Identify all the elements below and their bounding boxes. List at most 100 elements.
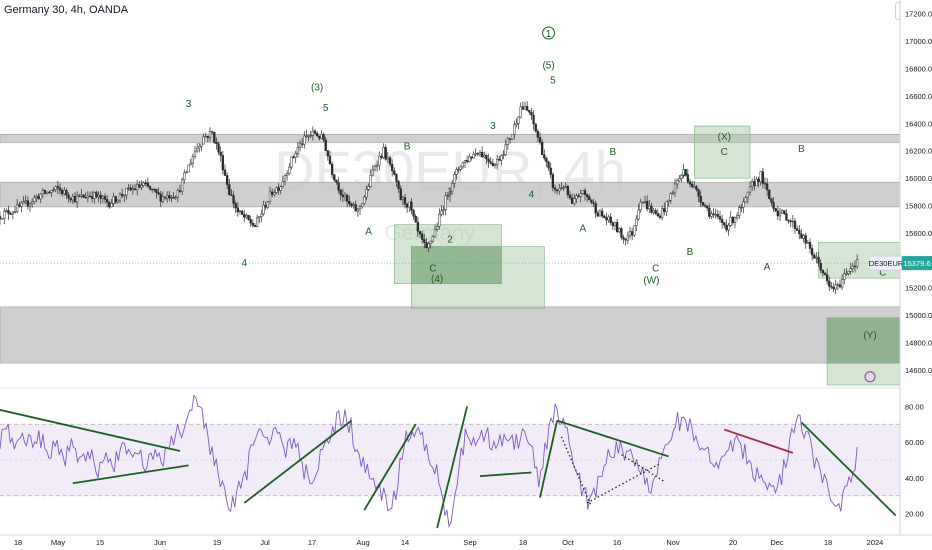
candle-body	[510, 134, 514, 140]
candle-body	[744, 197, 747, 203]
candle-body	[305, 135, 308, 137]
candle-body	[802, 235, 805, 239]
candle	[260, 209, 263, 223]
candle-body	[84, 197, 87, 199]
candle	[348, 195, 351, 207]
candle-body	[103, 196, 107, 200]
candle	[101, 195, 105, 204]
candle-body	[414, 216, 417, 223]
candle-body	[183, 172, 186, 181]
candle-body	[410, 201, 413, 211]
time-tick-3: Jun	[154, 538, 166, 547]
candle	[538, 132, 542, 145]
candle	[768, 189, 771, 200]
candle-body	[388, 157, 392, 165]
candle	[519, 102, 522, 119]
candle-body	[328, 155, 332, 165]
candle	[800, 228, 803, 239]
candle	[570, 193, 574, 204]
candle	[472, 151, 475, 159]
rsi-trend-line-3	[363, 423, 417, 511]
candle-body	[815, 256, 818, 259]
candle	[504, 139, 507, 157]
candle	[783, 210, 786, 215]
candle	[303, 131, 306, 149]
candle-body	[810, 248, 814, 256]
candle	[658, 213, 662, 220]
candle-body	[675, 180, 679, 185]
candle	[624, 238, 627, 246]
candle	[0, 218, 4, 220]
candle-body	[356, 208, 360, 212]
candle-body	[849, 268, 852, 272]
candle	[290, 156, 293, 170]
time-tick-10: 18	[519, 538, 527, 547]
candle-body	[613, 222, 617, 227]
candle-body	[821, 269, 825, 274]
candle-body	[573, 198, 576, 204]
candle-body	[785, 213, 788, 221]
candle	[213, 131, 216, 144]
candle-body	[538, 137, 542, 143]
candle	[718, 210, 722, 223]
candle-body	[551, 174, 555, 188]
candle-body	[442, 209, 445, 212]
candle-body	[568, 194, 572, 199]
candle	[553, 184, 557, 194]
candle-body	[225, 175, 229, 185]
candle-body	[489, 161, 492, 164]
candle	[75, 191, 79, 208]
candle	[787, 219, 790, 224]
candle	[427, 241, 430, 252]
candle	[335, 179, 338, 185]
candle-body	[153, 188, 156, 191]
candle-body	[260, 213, 263, 217]
candle	[112, 192, 115, 207]
candle	[650, 202, 653, 215]
candle	[24, 195, 27, 205]
candle	[110, 198, 113, 208]
candle	[798, 224, 801, 240]
candle-body	[847, 271, 850, 274]
candle	[195, 143, 199, 153]
candle	[358, 204, 362, 215]
candle-body	[555, 189, 559, 192]
candle	[305, 129, 308, 139]
candle	[645, 195, 649, 212]
wave-label-9: 4	[242, 258, 248, 269]
candle-body	[343, 194, 347, 198]
candle	[324, 136, 327, 152]
candle	[20, 200, 23, 213]
candle	[510, 133, 514, 141]
candle	[247, 214, 250, 221]
candle-body	[853, 265, 857, 268]
candle-body	[483, 155, 486, 158]
candle	[234, 200, 237, 213]
candle-body	[515, 123, 518, 126]
candle	[328, 151, 332, 165]
candle-body	[360, 203, 364, 208]
candle-body	[240, 210, 244, 215]
candle-body	[755, 178, 758, 187]
candle-body	[63, 190, 66, 195]
candle-body	[778, 212, 782, 217]
candle	[198, 142, 201, 153]
candle-body	[806, 242, 810, 244]
candle-body	[630, 231, 634, 236]
candle	[802, 233, 805, 243]
candle-body	[135, 184, 139, 191]
candle	[11, 210, 15, 220]
candle	[534, 123, 537, 133]
candle	[607, 214, 610, 223]
rsi-trend-line-10	[621, 454, 665, 483]
candle	[536, 128, 540, 142]
candle	[108, 201, 111, 209]
candle-body	[335, 179, 338, 183]
candle	[476, 152, 480, 157]
candle-body	[513, 124, 516, 135]
candle-body	[178, 190, 182, 192]
candle	[343, 192, 347, 202]
candle	[403, 193, 407, 209]
candle-body	[495, 159, 499, 165]
